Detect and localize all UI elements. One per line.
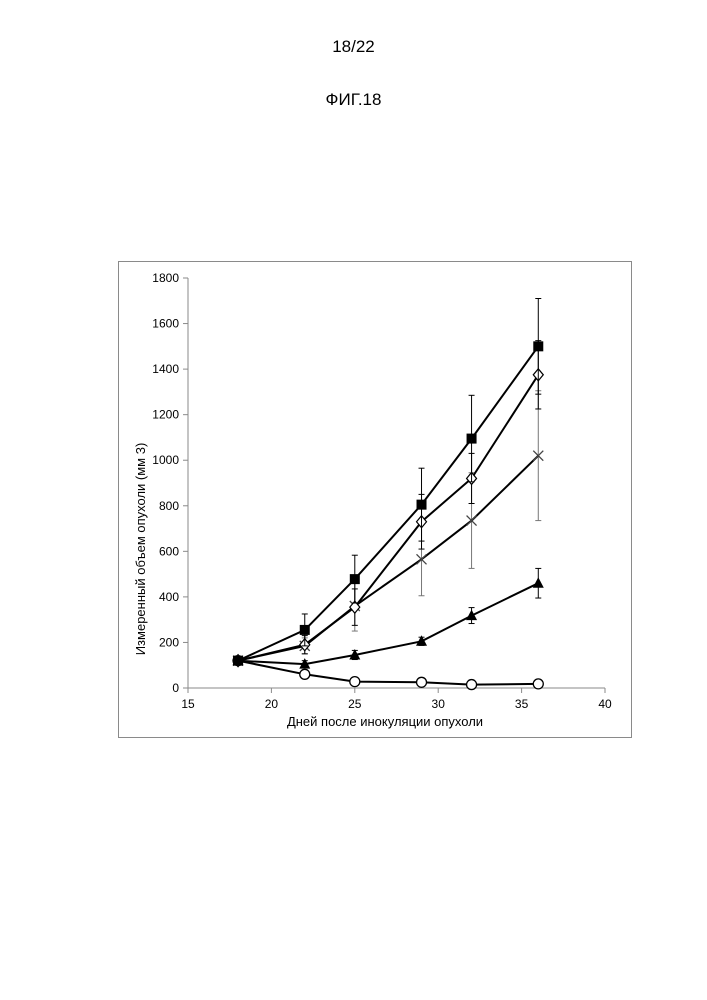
data-point-circle (533, 679, 543, 689)
series-layer (233, 299, 544, 690)
data-point-square (300, 625, 310, 635)
series-line (238, 456, 538, 661)
data-point-square (467, 434, 477, 444)
y-tick-label: 1600 (152, 317, 179, 331)
data-point-square (233, 656, 243, 666)
data-point-square (350, 574, 360, 584)
x-tick-label: 40 (598, 697, 612, 711)
y-tick-label: 0 (172, 681, 179, 695)
series-filled-square (233, 299, 543, 666)
data-point-square (417, 500, 427, 510)
data-point-triangle (416, 635, 427, 646)
data-point-triangle (533, 577, 544, 588)
x-tick-label: 25 (348, 697, 362, 711)
series-line (238, 661, 538, 685)
y-tick-label: 400 (159, 590, 179, 604)
x-tick-label: 30 (432, 697, 446, 711)
x-tick-label: 35 (515, 697, 529, 711)
series-open-circle (233, 656, 543, 690)
y-tick-label: 800 (159, 499, 179, 513)
y-tick-label: 200 (159, 635, 179, 649)
y-tick-label: 1800 (152, 271, 179, 285)
x-tick-label: 15 (181, 697, 195, 711)
x-tick-label: 20 (265, 697, 279, 711)
series-line (238, 583, 538, 664)
series-line (238, 346, 538, 660)
data-point-circle (417, 677, 427, 687)
series-open-diamond (233, 341, 543, 667)
series-cross (233, 391, 543, 666)
data-point-square (533, 341, 543, 351)
data-point-circle (300, 669, 310, 679)
y-tick-label: 1400 (152, 362, 179, 376)
data-point-circle (350, 677, 360, 687)
data-point-circle (467, 680, 477, 690)
axes: 0 200 400 600 800 1000 1200 1400 1600 1800 15 20 25 3… (152, 271, 612, 711)
y-tick-label: 1200 (152, 408, 179, 422)
x-axis-label: Дней после инокуляции опухоли (287, 714, 483, 729)
y-axis-label: Измеренный объем опухоли (мм 3) (133, 443, 148, 656)
y-tick-label: 600 (159, 544, 179, 558)
y-tick-label: 1000 (152, 453, 179, 467)
series-line (238, 375, 538, 661)
